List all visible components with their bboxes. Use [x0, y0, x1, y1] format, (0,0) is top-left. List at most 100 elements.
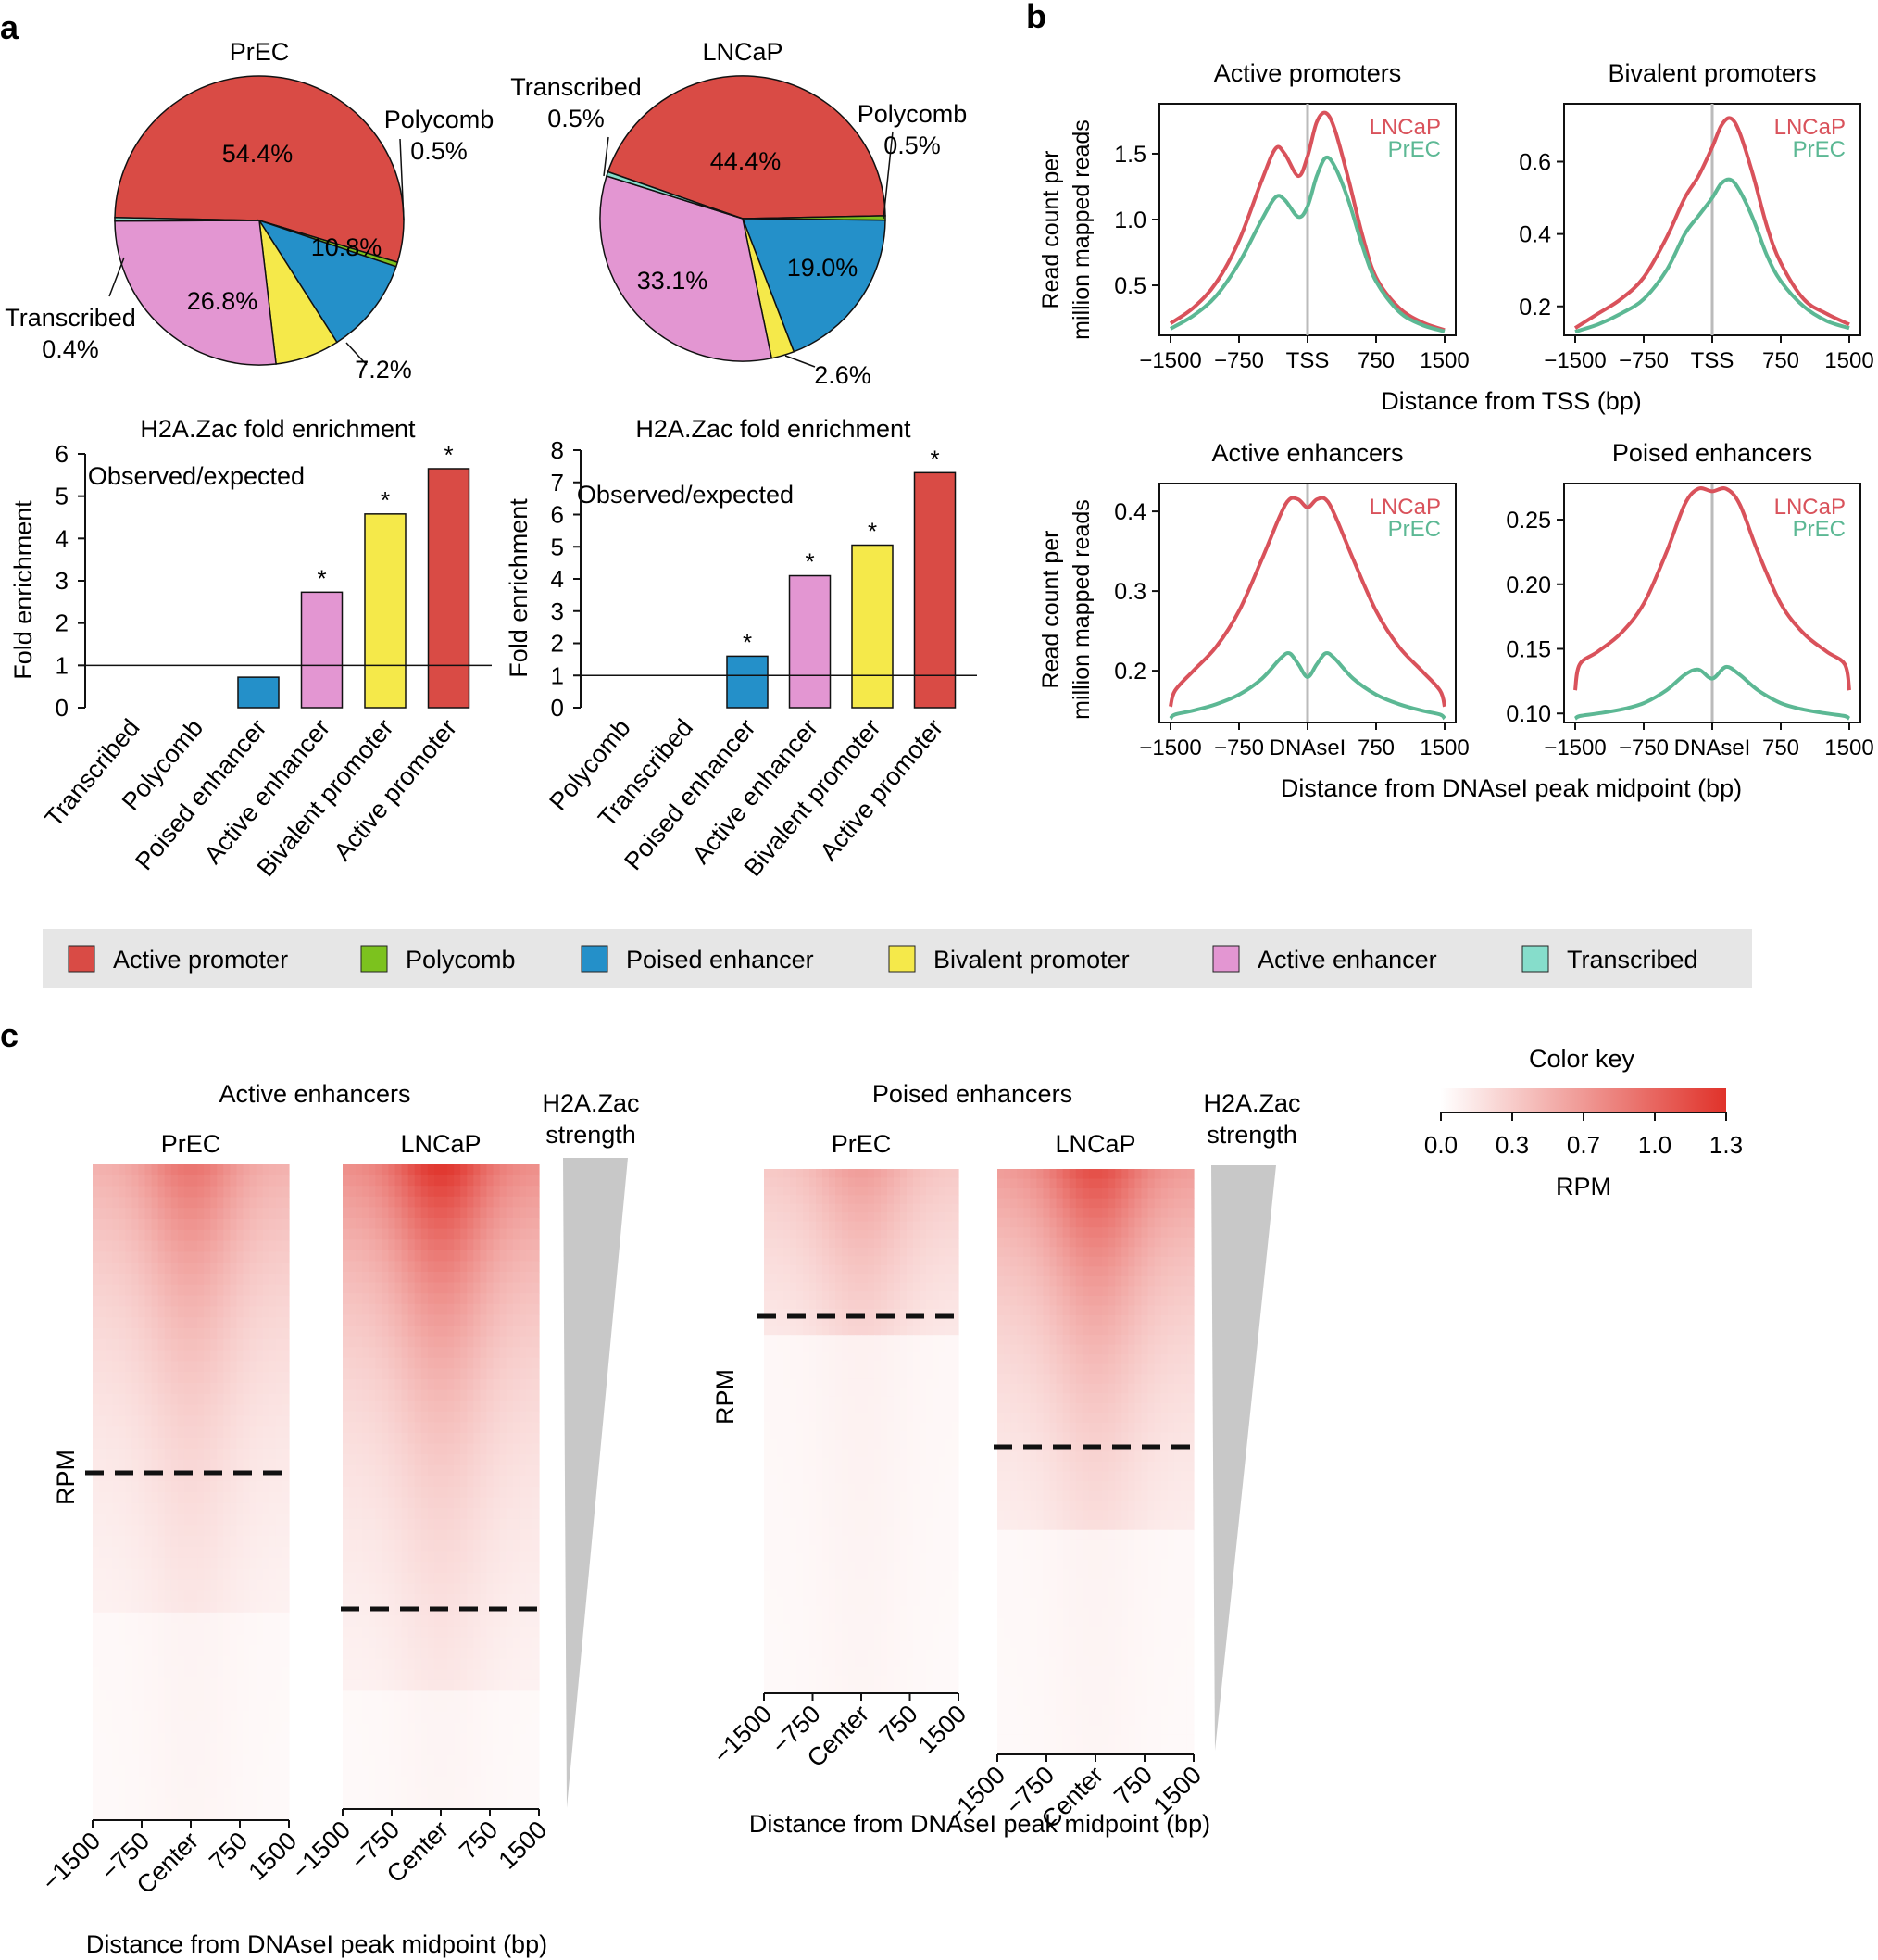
heatmap-cell: [191, 1317, 198, 1329]
heatmap-cell: [945, 1431, 953, 1441]
heatmap-cell: [125, 1590, 132, 1602]
heatmap-cell: [243, 1798, 251, 1810]
heatmap-cell: [99, 1634, 106, 1646]
heatmap-cell: [99, 1721, 106, 1734]
heatmap-cell: [236, 1765, 244, 1778]
pie-slice-prec-active-promoter: [114, 75, 405, 264]
heatmap-cell: [460, 1411, 468, 1423]
heatmap-cell: [269, 1809, 277, 1821]
heatmap-cell: [256, 1798, 264, 1810]
heatmap-cell: [343, 1497, 350, 1509]
heatmap-cell: [275, 1666, 283, 1679]
heatmap-cell: [282, 1721, 290, 1734]
heatmap-cell: [170, 1263, 179, 1275]
heatmap-cell: [177, 1502, 185, 1515]
heatmap-cell: [401, 1648, 409, 1660]
heatmap-cell: [881, 1369, 888, 1379]
heatmap-cell: [881, 1177, 888, 1187]
heatmap-cell: [467, 1508, 474, 1520]
bar-ytick-label-prec: 0: [56, 694, 69, 722]
heatmap-cell: [829, 1378, 836, 1388]
heatmap-cell: [512, 1293, 520, 1305]
heatmap-cell: [525, 1336, 533, 1348]
heatmap-cell: [349, 1443, 357, 1455]
heatmap-cell: [375, 1765, 382, 1778]
heatmap-cell: [770, 1475, 778, 1485]
heatmap-cell: [183, 1426, 192, 1439]
heatmap-cell: [454, 1326, 461, 1338]
heatmap-cell: [243, 1208, 251, 1220]
heatmap-cell: [427, 1551, 435, 1563]
heatmap-cell: [829, 1308, 836, 1318]
heatmap-cell: [144, 1634, 153, 1646]
heatmap-cell: [157, 1372, 166, 1384]
heatmap-cell: [499, 1379, 507, 1391]
heatmap-cell: [512, 1572, 520, 1584]
heatmap-cell: [512, 1626, 520, 1638]
heatmap-cell: [460, 1476, 468, 1488]
heatmap-cell: [519, 1594, 527, 1606]
heatmap-cell: [907, 1465, 914, 1476]
heatmap-cell: [467, 1401, 474, 1413]
heatmap-cell: [157, 1732, 166, 1744]
heatmap-cell: [217, 1809, 224, 1821]
heatmap-cell: [282, 1732, 290, 1744]
heatmap-cell: [256, 1438, 264, 1450]
heatmap-cell: [796, 1335, 804, 1345]
heatmap-cell: [131, 1208, 140, 1220]
heatmap-cell: [236, 1689, 244, 1701]
heatmap-cell: [506, 1411, 514, 1423]
heatmap-cell: [809, 1291, 817, 1301]
heatmap-cell: [125, 1514, 132, 1526]
heatmap-cell: [945, 1387, 953, 1397]
heatmap-cell: [427, 1422, 435, 1434]
heatmap-cell: [512, 1326, 520, 1338]
heatmap-cell: [420, 1604, 429, 1616]
heatmap-cell: [467, 1562, 474, 1574]
heatmap-cell: [282, 1557, 290, 1570]
heatmap-cell: [952, 1300, 959, 1310]
heatmap-cell: [243, 1492, 251, 1504]
heatmap-cell: [106, 1274, 113, 1286]
heatmap-cell: [362, 1508, 369, 1520]
heatmap-cell: [907, 1352, 914, 1363]
heatmap-cell: [433, 1454, 442, 1466]
heatmap-cell: [170, 1338, 179, 1351]
heatmap-cell: [275, 1383, 283, 1395]
heatmap-cell: [93, 1426, 100, 1439]
heatmap-cell: [519, 1529, 527, 1541]
heatmap-cell: [204, 1765, 211, 1778]
heatmap-cell: [945, 1317, 953, 1327]
heatmap-cell: [106, 1765, 113, 1778]
heatmap-cell: [382, 1529, 390, 1541]
heatmap-cell: [217, 1251, 224, 1263]
heatmap-cell: [131, 1711, 140, 1723]
heatmap-cell: [236, 1404, 244, 1416]
heatmap-cell: [809, 1212, 817, 1223]
heatmap-cell: [861, 1422, 869, 1432]
heatmap-cell: [407, 1326, 416, 1338]
heatmap-cell: [420, 1755, 429, 1767]
heatmap-cell: [848, 1413, 856, 1424]
heatmap-cell: [480, 1787, 488, 1799]
pie-label-prec-transcribed: Transcribed: [5, 304, 136, 332]
heatmap-cell: [138, 1700, 146, 1712]
heatmap-cell: [183, 1666, 192, 1679]
heatmap-cell: [861, 1186, 869, 1196]
heatmap-cell: [809, 1169, 817, 1179]
heatmap-cell: [275, 1557, 283, 1570]
heatmap-cell: [256, 1208, 264, 1220]
heatmap-cell: [777, 1238, 784, 1249]
heatmap-cell: [427, 1261, 435, 1273]
heatmap-cell: [407, 1175, 416, 1187]
heatmap-cell: [907, 1317, 914, 1327]
heatmap-cell: [197, 1732, 205, 1744]
heatmap-cell: [223, 1219, 231, 1231]
heatmap-cell: [401, 1454, 409, 1466]
heatmap-cell: [157, 1284, 166, 1297]
heatmap-cell: [170, 1656, 179, 1668]
heatmap-cell: [362, 1347, 369, 1359]
heatmap-cell: [907, 1387, 914, 1397]
heatmap-cell: [112, 1328, 119, 1340]
heatmap-cell: [506, 1712, 514, 1724]
